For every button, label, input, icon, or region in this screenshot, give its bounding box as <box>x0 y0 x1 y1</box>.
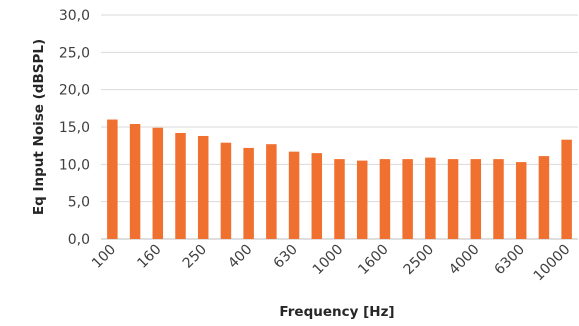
y-tick-label: 30,0 <box>59 8 90 24</box>
bar-800 <box>311 153 323 239</box>
x-tick-label: 6300 <box>492 242 529 279</box>
bar-10000 <box>561 139 572 239</box>
bar-1000 <box>334 159 345 239</box>
bar-630 <box>288 151 300 239</box>
bar-250 <box>197 135 209 239</box>
x-tick-label: 10000 <box>531 242 574 285</box>
x-tick-label: 400 <box>225 242 255 272</box>
bar-125 <box>129 124 141 239</box>
y-tick-label: 25,0 <box>59 45 90 61</box>
bar-8000 <box>538 156 550 239</box>
bar-200 <box>175 132 186 239</box>
y-axis-title: Eq Input Noise (dBSPL) <box>31 39 47 215</box>
y-axis-ticks: 0,0 5,0 10,0 15,0 20,0 25,0 30,0 <box>59 8 90 248</box>
bar-1250 <box>356 160 368 239</box>
y-tick-label: 0,0 <box>68 232 90 248</box>
x-axis-ticks: 100 160 250 400 630 1000 1600 2500 4000 6300 10000 <box>89 242 574 285</box>
bar-400 <box>243 147 254 239</box>
x-tick-label: 1600 <box>355 242 392 279</box>
bar-1600 <box>379 159 391 239</box>
bar-2500 <box>425 157 436 239</box>
x-tick-label: 2500 <box>401 242 438 279</box>
x-axis-title: Frequency [Hz] <box>279 304 394 320</box>
bar-2000 <box>402 159 413 239</box>
y-tick-label: 10,0 <box>59 157 90 173</box>
bar-4000 <box>470 159 482 239</box>
bar-500 <box>266 144 277 239</box>
bar-160 <box>152 127 164 239</box>
x-tick-label: 100 <box>89 242 119 272</box>
y-tick-label: 20,0 <box>59 83 90 99</box>
x-tick-label: 4000 <box>446 242 483 279</box>
bar-3150 <box>447 159 459 239</box>
x-tick-label: 630 <box>271 242 301 272</box>
x-tick-label: 160 <box>134 242 164 272</box>
bars <box>107 119 572 239</box>
bar-5000 <box>493 159 504 239</box>
bar-6300 <box>515 162 527 239</box>
y-tick-label: 15,0 <box>59 120 90 136</box>
y-tick-label: 5,0 <box>68 195 90 211</box>
bar-100 <box>107 119 118 239</box>
x-tick-label: 250 <box>180 242 210 272</box>
x-tick-label: 1000 <box>310 242 347 279</box>
bar-315 <box>220 142 232 239</box>
